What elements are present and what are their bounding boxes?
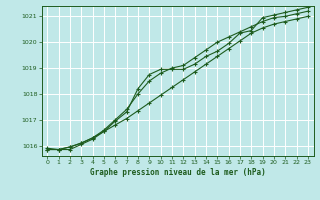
X-axis label: Graphe pression niveau de la mer (hPa): Graphe pression niveau de la mer (hPa): [90, 168, 266, 177]
